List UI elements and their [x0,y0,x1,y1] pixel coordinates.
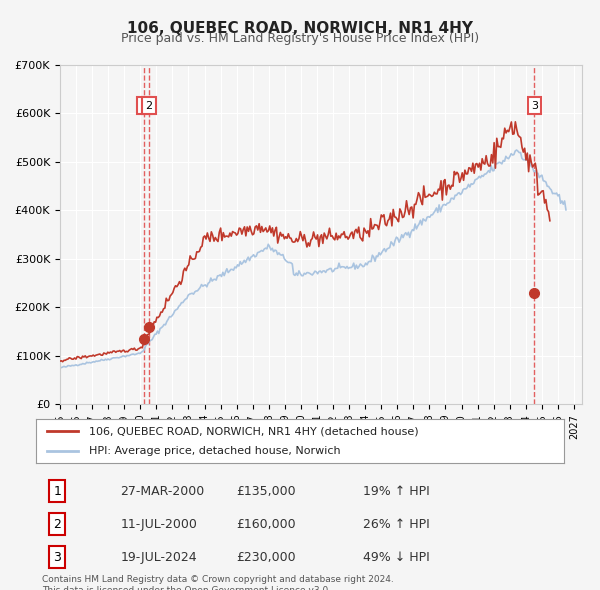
Text: £230,000: £230,000 [236,551,296,564]
Text: £160,000: £160,000 [236,517,296,531]
Text: 19-JUL-2024: 19-JUL-2024 [121,551,197,564]
Text: 1: 1 [53,484,61,497]
Text: Contains HM Land Registry data © Crown copyright and database right 2024.
This d: Contains HM Land Registry data © Crown c… [42,575,394,590]
Text: 2: 2 [53,517,61,531]
Text: 3: 3 [531,101,538,110]
Text: 106, QUEBEC ROAD, NORWICH, NR1 4HY (detached house): 106, QUEBEC ROAD, NORWICH, NR1 4HY (deta… [89,427,418,436]
Text: 26% ↑ HPI: 26% ↑ HPI [364,517,430,531]
Text: Price paid vs. HM Land Registry's House Price Index (HPI): Price paid vs. HM Land Registry's House … [121,32,479,45]
Text: 49% ↓ HPI: 49% ↓ HPI [364,551,430,564]
Text: 2: 2 [145,101,152,110]
Text: 11-JUL-2000: 11-JUL-2000 [121,517,197,531]
Text: 27-MAR-2000: 27-MAR-2000 [121,484,205,497]
Text: 106, QUEBEC ROAD, NORWICH, NR1 4HY: 106, QUEBEC ROAD, NORWICH, NR1 4HY [127,21,473,35]
Text: HPI: Average price, detached house, Norwich: HPI: Average price, detached house, Norw… [89,446,340,455]
Text: £135,000: £135,000 [236,484,296,497]
Text: 19% ↑ HPI: 19% ↑ HPI [364,484,430,497]
Text: 1: 1 [140,101,148,110]
Text: 3: 3 [53,551,61,564]
